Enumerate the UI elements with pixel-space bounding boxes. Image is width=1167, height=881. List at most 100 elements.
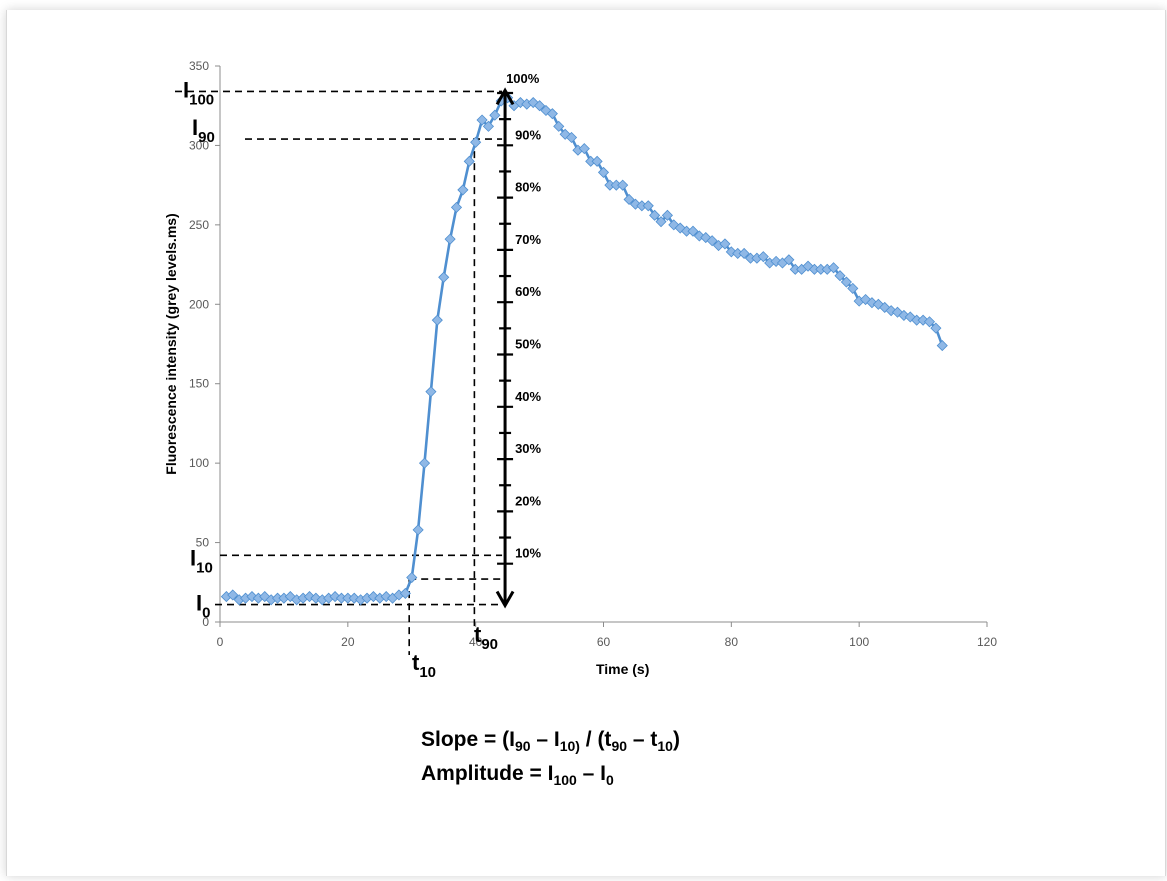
- guide-lines: [175, 90, 503, 655]
- data-point-marker: [706, 235, 718, 247]
- slope-formula: Slope = (I90 – I10) / (t90 – t10): [421, 728, 680, 754]
- x-axis-title: Time (s): [596, 661, 649, 677]
- y-tick-label: 150: [189, 377, 209, 391]
- x-tick-label: 20: [341, 635, 355, 649]
- y-tick-label: 250: [189, 218, 209, 232]
- data-point-marker: [527, 96, 539, 109]
- arrow-head-up: [495, 87, 515, 106]
- percent-label: 100%: [506, 71, 540, 86]
- i10-label: I10: [190, 545, 213, 576]
- data-point-marker: [923, 316, 936, 328]
- y-axis-title: Fluorescence intensity (grey levels.ms): [163, 213, 179, 474]
- percent-label: 40%: [515, 389, 541, 404]
- amplitude-part: – I: [576, 762, 606, 785]
- data-point-marker: [834, 270, 846, 282]
- t10-label: t10: [412, 650, 436, 681]
- y-tick-label: 100: [189, 456, 209, 470]
- data-point-marker: [719, 238, 731, 250]
- data-point-marker: [872, 298, 884, 310]
- axes: 0 50 100 150 200 250 300 350 0 20 40 60 80 100 120: [189, 59, 997, 649]
- slope-part: / (t: [579, 728, 612, 751]
- data-point-marker: [444, 233, 456, 245]
- annotation-labels: I100 I90 I10 I0 t10 t90: [183, 77, 498, 681]
- data-point-marker: [661, 209, 673, 221]
- data-point-marker: [329, 591, 341, 603]
- data-point-marker: [546, 108, 558, 120]
- data-point-marker: [930, 322, 942, 334]
- arrow-head-down: [495, 590, 515, 609]
- data-point-marker: [597, 166, 610, 178]
- y-tick-label: 350: [189, 59, 209, 73]
- data-point-marker: [476, 114, 488, 126]
- data-point-marker: [738, 247, 750, 260]
- data-point-marker: [259, 591, 271, 603]
- data-point-marker: [847, 282, 859, 294]
- data-point-marker: [425, 386, 437, 398]
- data-point-marker: [463, 155, 475, 167]
- data-point-marker: [559, 128, 571, 140]
- percent-label: 60%: [515, 284, 541, 299]
- x-tick-label: 40: [469, 635, 483, 649]
- data-point-marker: [399, 587, 411, 599]
- amplitude-sub: 0: [605, 772, 614, 789]
- data-point-marker: [936, 340, 948, 352]
- data-point-marker: [700, 232, 712, 244]
- data-point-marker: [617, 179, 629, 191]
- data-point-marker: [431, 314, 443, 326]
- slope-sub: 10: [657, 738, 673, 755]
- percent-label: 50%: [515, 337, 541, 352]
- y-tick-label: 0: [202, 615, 209, 629]
- data-point-marker: [367, 591, 379, 603]
- percent-label: 90%: [515, 127, 541, 142]
- fluorescence-series-line: [226, 96, 944, 602]
- slope-part: – t: [627, 728, 658, 751]
- data-point-marker: [687, 225, 699, 237]
- amplitude-part: Amplitude = I: [421, 762, 554, 785]
- data-point-marker: [438, 271, 450, 283]
- data-point-marker: [553, 120, 565, 132]
- amplitude-sub: 100: [553, 772, 577, 789]
- data-point-marker: [482, 120, 495, 132]
- data-point-marker: [591, 155, 603, 167]
- data-point-marker: [489, 109, 501, 121]
- amplitude-formula: Amplitude = I100 – I0: [421, 762, 614, 788]
- slope-part: – I: [530, 728, 560, 751]
- x-tick-label: 80: [725, 635, 739, 649]
- data-point-marker: [418, 457, 431, 469]
- percent-label: 20%: [515, 493, 541, 508]
- t90-label: t90: [474, 622, 498, 653]
- data-point-marker: [840, 276, 852, 288]
- data-point-marker: [457, 184, 469, 196]
- data-point-marker: [783, 254, 795, 266]
- percent-label: 70%: [515, 232, 541, 247]
- slope-part: Slope = (I: [421, 728, 515, 751]
- data-point-marker: [623, 193, 635, 206]
- percent-label: 10%: [515, 546, 541, 561]
- data-point-marker: [406, 571, 418, 584]
- data-point-marker: [227, 589, 239, 601]
- data-point-marker: [828, 262, 840, 274]
- i90-label: I90: [192, 115, 215, 146]
- data-point-marker: [642, 200, 654, 212]
- data-point-marker: [565, 131, 578, 144]
- data-point-marker: [470, 136, 482, 148]
- data-point-marker: [757, 251, 769, 263]
- data-point-marker: [534, 100, 546, 112]
- i100-label: I100: [183, 77, 214, 108]
- series-layer: [220, 92, 948, 606]
- slope-sub: 10): [559, 738, 580, 755]
- data-point-marker: [655, 216, 667, 228]
- x-tick-label: 60: [597, 635, 611, 649]
- slope-sub: 90: [514, 738, 531, 755]
- i0-label: I0: [196, 591, 210, 622]
- percent-label: 30%: [515, 441, 541, 456]
- y-tick-label: 300: [189, 138, 209, 152]
- data-point-marker: [891, 306, 904, 318]
- y-tick-label: 50: [196, 536, 210, 550]
- data-point-marker: [450, 201, 463, 213]
- y-tick-label: 200: [189, 297, 209, 311]
- percent-label: 80%: [515, 180, 541, 195]
- slope-part: ): [672, 728, 680, 751]
- data-point-marker: [578, 143, 590, 155]
- x-tick-label: 0: [217, 635, 224, 649]
